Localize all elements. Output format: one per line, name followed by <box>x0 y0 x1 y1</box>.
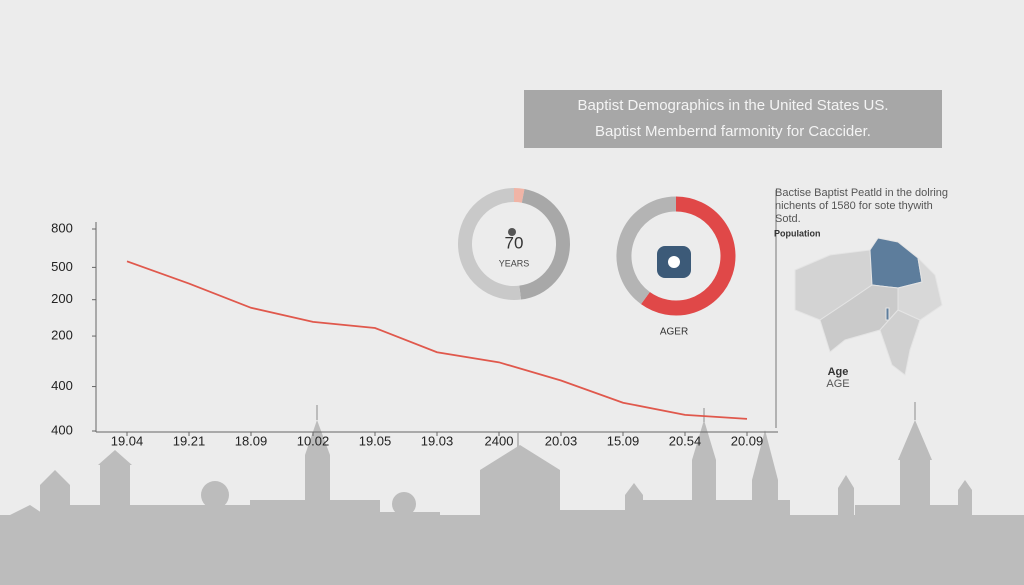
legend-title: Age <box>828 366 849 378</box>
donut-value: 70 <box>505 233 524 252</box>
donut-segment <box>616 196 677 305</box>
y-tick-label: 200 <box>51 327 73 342</box>
y-tick-label: 200 <box>51 291 73 306</box>
y-tick-label: 400 <box>51 378 73 393</box>
x-tick-label: 19.03 <box>421 433 454 448</box>
subtitle: Baptist Membernd farmonity for Caccider. <box>595 123 871 140</box>
icon-dot <box>668 256 680 268</box>
donut-label: AGER <box>660 327 688 338</box>
donut-segment <box>641 196 736 316</box>
title: Baptist Demographics in the United State… <box>578 97 889 114</box>
map-description: Sotd. <box>775 213 801 225</box>
y-tick-label: 800 <box>51 220 73 235</box>
dot <box>508 228 516 236</box>
y-tick-label: 500 <box>51 259 73 274</box>
x-tick-label: 15.09 <box>607 433 640 448</box>
x-tick-label: 18.09 <box>235 433 268 448</box>
y-tick-label: 400 <box>51 422 73 437</box>
x-tick-label: 20.09 <box>731 433 764 448</box>
x-tick-label: 19.04 <box>111 433 144 448</box>
x-tick-label: 2400 <box>485 433 514 448</box>
donut-segment <box>458 188 522 300</box>
map-label: Population <box>774 228 821 238</box>
donut-segment <box>513 188 525 203</box>
x-tick-label: 20.54 <box>669 433 702 448</box>
donut-label: YEARS <box>499 258 530 268</box>
map <box>794 237 943 376</box>
x-tick-label: 20.03 <box>545 433 578 448</box>
skyline <box>0 402 1024 585</box>
map-description: Bactise Baptist Peatld in the dolring <box>775 187 948 199</box>
donut-segment <box>518 188 570 300</box>
map-description: nichents of 1580 for sote thywith <box>775 200 933 212</box>
x-tick-label: 19.05 <box>359 433 392 448</box>
legend-subtitle: AGE <box>826 378 849 390</box>
x-tick-label: 10.02 <box>297 433 330 448</box>
title-box <box>524 90 942 148</box>
line <box>126 260 748 420</box>
x-tick-label: 19.21 <box>173 433 206 448</box>
